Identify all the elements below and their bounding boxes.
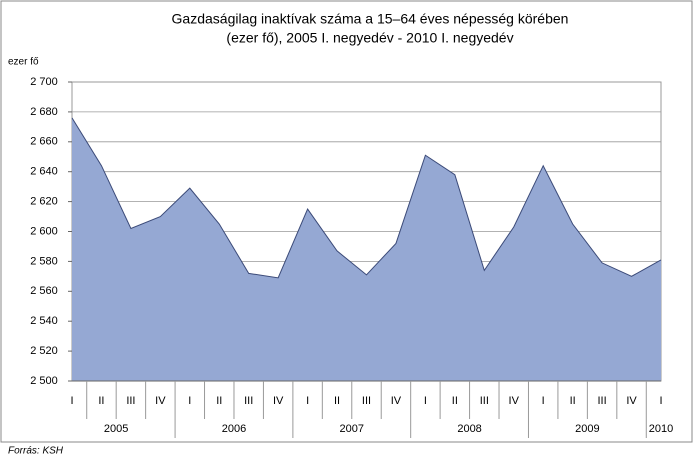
x-tick-label: II <box>98 395 104 407</box>
year-label: 2009 <box>575 423 599 435</box>
x-tick-label: III <box>362 395 371 407</box>
y-tick-label: 2 600 <box>30 225 58 237</box>
y-tick-label: 2 500 <box>30 375 58 387</box>
x-tick-label: I <box>659 395 662 407</box>
x-tick-label: I <box>188 395 191 407</box>
x-tick-label: IV <box>626 395 637 407</box>
y-tick-label: 2 680 <box>30 106 58 118</box>
x-tick-label: IV <box>391 395 402 407</box>
x-tick-label: III <box>126 395 135 407</box>
x-tick-label: II <box>570 395 576 407</box>
x-tick-label: III <box>244 395 253 407</box>
x-tick-label: I <box>306 395 309 407</box>
y-tick-label: 2 520 <box>30 345 58 357</box>
x-tick-label: IV <box>273 395 284 407</box>
source-note: Forrás: KSH <box>8 446 64 457</box>
area <box>72 117 661 381</box>
chart-subtitle: (ezer fő), 2005 I. negyedév - 2010 I. ne… <box>226 30 513 46</box>
y-tick-label: 2 700 <box>30 76 58 88</box>
x-tick-label: IV <box>509 395 520 407</box>
y-tick-label: 2 660 <box>30 136 58 148</box>
x-tick-label: I <box>424 395 427 407</box>
year-label: 2010 <box>649 423 673 435</box>
x-tick-label: I <box>542 395 545 407</box>
x-tick-label: IV <box>155 395 166 407</box>
y-tick-label: 2 640 <box>30 166 58 178</box>
area-line <box>71 117 662 279</box>
year-label: 2005 <box>104 423 128 435</box>
x-tick-label: III <box>480 395 489 407</box>
x-tick-label: I <box>70 395 73 407</box>
x-tick-label: II <box>216 395 222 407</box>
x-tick-label: III <box>598 395 607 407</box>
x-tick-label: II <box>334 395 340 407</box>
chart-title: Gazdaságilag inaktívak száma a 15–64 éve… <box>172 11 569 27</box>
y-axis-label: ezer fő <box>8 57 39 68</box>
y-tick-label: 2 540 <box>30 315 58 327</box>
y-tick-label: 2 620 <box>30 196 58 208</box>
year-label: 2006 <box>222 423 246 435</box>
y-tick-label: 2 580 <box>30 255 58 267</box>
y-tick-label: 2 560 <box>30 285 58 297</box>
year-label: 2007 <box>340 423 364 435</box>
year-label: 2008 <box>457 423 481 435</box>
x-tick-label: II <box>452 395 458 407</box>
